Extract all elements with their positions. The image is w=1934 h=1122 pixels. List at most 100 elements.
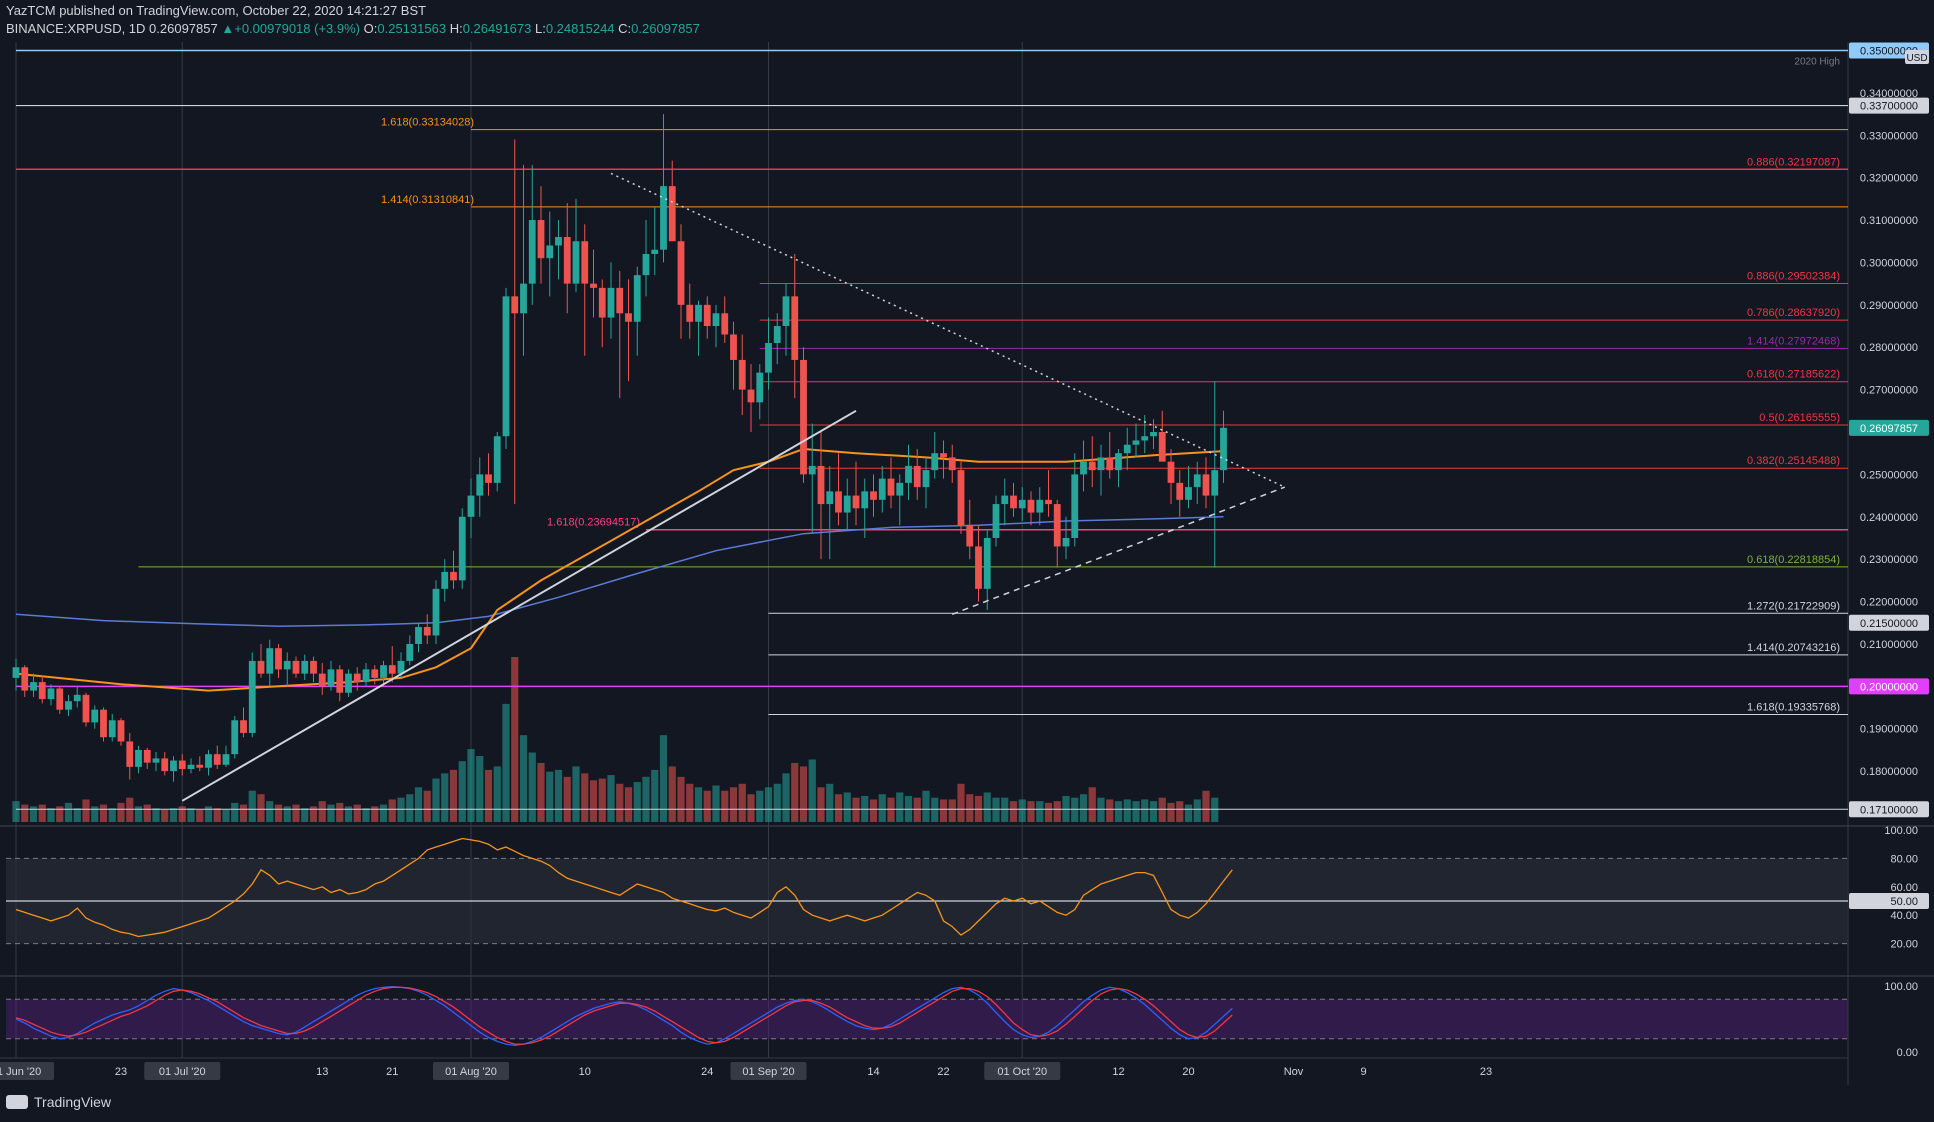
price-tag-label: 0.33700000 bbox=[1860, 101, 1918, 113]
candle-body bbox=[546, 245, 554, 259]
time-axis-tick: 01 Aug '20 bbox=[445, 1066, 497, 1078]
candle-body bbox=[266, 648, 274, 674]
price-axis-tick: 0.32000000 bbox=[1860, 173, 1918, 185]
candle-body bbox=[1071, 474, 1079, 538]
time-axis-tick: Nov bbox=[1284, 1066, 1304, 1078]
volume-bar bbox=[1079, 794, 1088, 822]
volume-bar bbox=[659, 735, 668, 822]
time-axis-tick: 20 bbox=[1182, 1066, 1194, 1078]
volume-bar bbox=[869, 799, 878, 822]
candle-body bbox=[318, 673, 326, 687]
candle-body bbox=[432, 588, 440, 636]
candle-body bbox=[896, 482, 904, 496]
candle-body bbox=[1036, 499, 1044, 513]
time-tag bbox=[433, 1062, 509, 1080]
candle-body bbox=[161, 758, 169, 772]
candle-body bbox=[240, 720, 247, 733]
candle-body bbox=[835, 491, 842, 513]
candle-body bbox=[1018, 499, 1026, 509]
candle-body bbox=[380, 665, 387, 678]
volume-bar bbox=[878, 794, 886, 822]
volume-bar bbox=[336, 802, 344, 822]
volume-bar bbox=[204, 806, 213, 822]
candle-body bbox=[1211, 470, 1219, 496]
candle-body bbox=[47, 688, 55, 700]
tradingview-logo[interactable]: TradingView bbox=[6, 1094, 111, 1110]
low-label: L: bbox=[535, 21, 546, 36]
time-tag bbox=[144, 1062, 221, 1080]
volume-bar bbox=[957, 783, 965, 822]
candle-body bbox=[738, 359, 746, 390]
volume-bar bbox=[117, 802, 125, 822]
price-axis-tick: 0.22000000 bbox=[1860, 597, 1918, 609]
candle-body bbox=[852, 495, 860, 509]
candle-body bbox=[30, 682, 37, 691]
time-axis-tick: 24 bbox=[701, 1066, 713, 1078]
volume-bar bbox=[966, 794, 974, 822]
trendline bbox=[951, 486, 1286, 615]
volume-bar bbox=[729, 787, 738, 822]
volume-bar bbox=[1036, 801, 1044, 822]
volume-bar bbox=[371, 806, 379, 822]
candle-body bbox=[922, 470, 930, 488]
volume-bar bbox=[922, 790, 930, 822]
volume-bar bbox=[1149, 801, 1158, 822]
price-axis-tick: 0.24000000 bbox=[1860, 512, 1918, 524]
candle-body bbox=[712, 313, 720, 327]
candle-body bbox=[1185, 487, 1192, 500]
candle-body bbox=[248, 660, 256, 733]
candle-body bbox=[975, 546, 982, 589]
candle-body bbox=[765, 342, 772, 373]
price-tag bbox=[1849, 419, 1929, 436]
candle-body bbox=[826, 491, 834, 505]
candle-body bbox=[966, 525, 974, 547]
candle-body bbox=[861, 491, 869, 509]
price-tag-label: 0.20000000 bbox=[1860, 681, 1918, 693]
volume-bar bbox=[266, 801, 274, 822]
volume-bar bbox=[91, 806, 99, 822]
candle-body bbox=[747, 389, 755, 403]
volume-bar bbox=[1044, 802, 1053, 822]
volume-bar bbox=[694, 787, 703, 822]
volume-bar bbox=[572, 766, 580, 822]
rsi-axis-tick: 80.00 bbox=[1890, 853, 1918, 865]
fib-level-label: 0.786(0.28637920) bbox=[1747, 307, 1840, 319]
volume-bar bbox=[537, 762, 545, 822]
volume-bar bbox=[992, 797, 1000, 822]
candle-body bbox=[660, 186, 667, 250]
fib-level-label: 0.618(0.27185622) bbox=[1747, 369, 1840, 381]
candle-body bbox=[485, 474, 492, 483]
candle-body bbox=[178, 760, 186, 770]
candle-body bbox=[957, 470, 965, 526]
volume-bar bbox=[747, 794, 755, 822]
high-value: 0.26491673 bbox=[462, 21, 532, 36]
fib-level-label: 1.414(0.20743216) bbox=[1747, 642, 1840, 654]
volume-bar bbox=[231, 802, 239, 822]
fib-level-label: 1.618(0.19335768) bbox=[1747, 702, 1840, 714]
volume-bar bbox=[476, 756, 484, 822]
price-tag-label: 0.26097857 bbox=[1860, 423, 1918, 435]
volume-bar bbox=[852, 797, 860, 822]
candle-body bbox=[135, 749, 142, 767]
candle-body bbox=[730, 334, 737, 360]
candle-body bbox=[301, 660, 309, 674]
candle-body bbox=[362, 669, 370, 683]
time-axis-tick: 01 Jul '20 bbox=[159, 1066, 206, 1078]
candle-body bbox=[345, 673, 352, 693]
price-tag-label: 0.35000000 bbox=[1860, 45, 1918, 57]
candle-body bbox=[213, 754, 221, 765]
candle-body bbox=[1202, 474, 1210, 496]
candle-body bbox=[467, 495, 475, 517]
volume-bar bbox=[126, 797, 134, 822]
price-axis-tick: 0.21000000 bbox=[1860, 639, 1918, 651]
volume-bar bbox=[257, 794, 265, 822]
volume-bar bbox=[406, 794, 414, 822]
volume-bar bbox=[913, 797, 921, 822]
candle-body bbox=[73, 694, 81, 702]
candle-body bbox=[1123, 444, 1131, 454]
candle-body bbox=[415, 627, 422, 644]
candle-body bbox=[423, 627, 431, 636]
volume-bar bbox=[388, 799, 396, 822]
volume-bar bbox=[686, 783, 694, 822]
